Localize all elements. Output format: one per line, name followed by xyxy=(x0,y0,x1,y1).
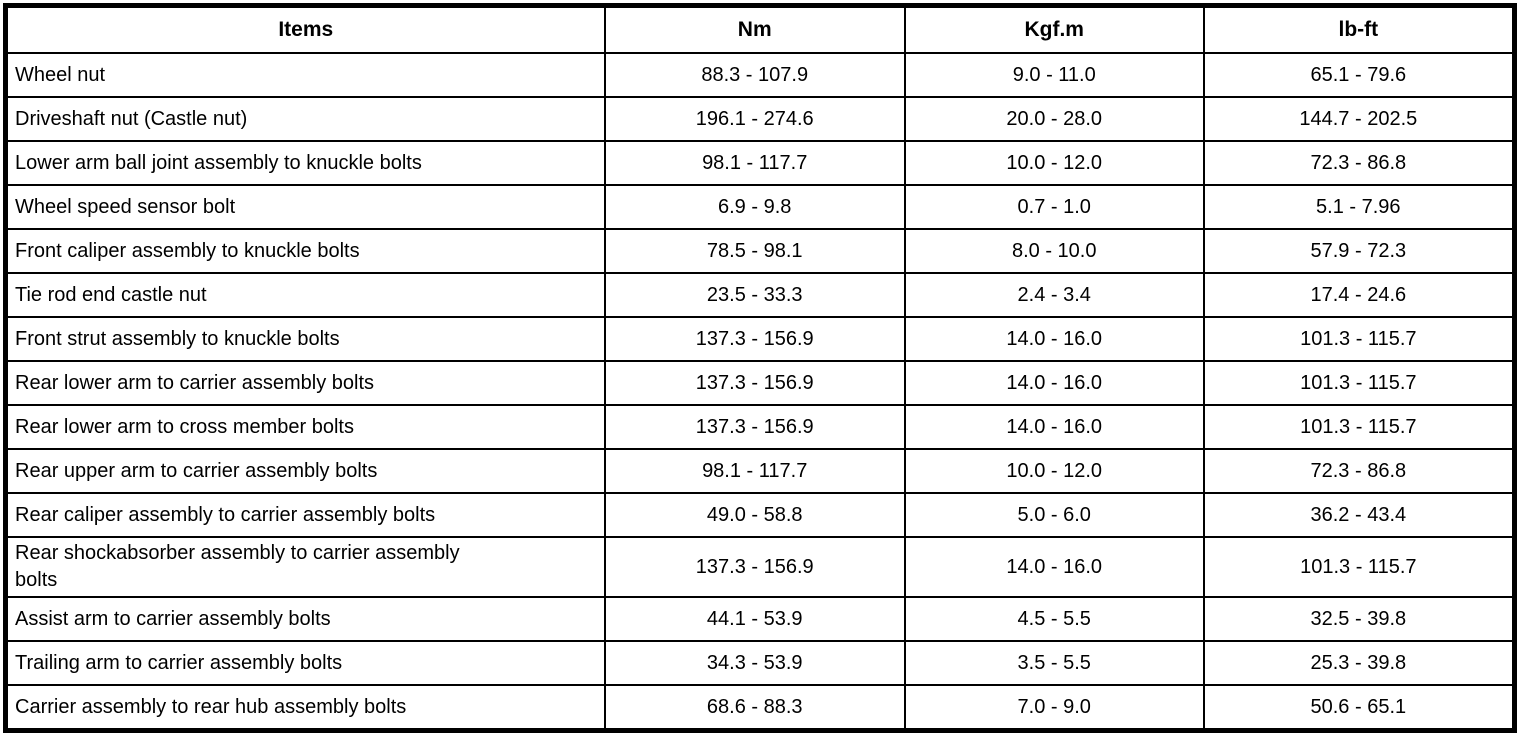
lbft-cell: 57.9 - 72.3 xyxy=(1202,228,1516,274)
item-label: Rear caliper assembly to carrier assembl… xyxy=(15,503,436,526)
lbft-cell: 17.4 - 24.6 xyxy=(1202,272,1516,318)
item-label: Lower arm ball joint assembly to knuckle… xyxy=(15,151,422,174)
nm-cell: 137.3 - 156.9 xyxy=(603,404,906,450)
table-row: Rear lower arm to carrier assembly bolts… xyxy=(4,360,1516,406)
lbft-cell: 72.3 - 86.8 xyxy=(1202,448,1516,494)
kgfm-cell: 14.0 - 16.0 xyxy=(903,536,1205,598)
table-row: Driveshaft nut (Castle nut) 196.1 - 274.6… xyxy=(4,96,1516,142)
item-cell: Rear upper arm to carrier assembly bolts xyxy=(4,448,606,494)
kgfm-cell: 10.0 - 12.0 xyxy=(903,140,1205,186)
table-row: Rear lower arm to cross member bolts 137.… xyxy=(4,404,1516,450)
item-cell: Rear shockabsorber assembly to carrier a… xyxy=(4,536,606,598)
item-cell: Trailing arm to carrier assembly bolts xyxy=(4,640,606,686)
table-row: Wheel speed sensor bolt 6.9 - 9.8 0.7 - 1.… xyxy=(4,184,1516,230)
item-cell: Rear caliper assembly to carrier assembl… xyxy=(4,492,606,538)
lbft-cell: 101.3 - 115.7 xyxy=(1202,536,1516,598)
kgfm-cell: 14.0 - 16.0 xyxy=(903,404,1205,450)
nm-cell: 78.5 - 98.1 xyxy=(603,228,906,274)
item-label: Trailing arm to carrier assembly bolts xyxy=(15,651,343,674)
nm-cell: 88.3 - 107.9 xyxy=(603,52,906,98)
table-row: Lower arm ball joint assembly to knuckle… xyxy=(4,140,1516,186)
kgfm-cell: 14.0 - 16.0 xyxy=(903,316,1205,362)
table-row: Front caliper assembly to knuckle bolts 7… xyxy=(4,228,1516,274)
item-cell: Assist arm to carrier assembly bolts xyxy=(4,596,606,642)
kgfm-cell: 7.0 - 9.0 xyxy=(903,684,1205,732)
lbft-cell: 101.3 - 115.7 xyxy=(1202,360,1516,406)
item-cell: Carrier assembly to rear hub assembly bo… xyxy=(4,684,606,732)
kgfm-cell: 9.0 - 11.0 xyxy=(903,52,1205,98)
table-row: Rear caliper assembly to carrier assembl… xyxy=(4,492,1516,538)
table-row: Rear upper arm to carrier assembly bolts… xyxy=(4,448,1516,494)
nm-cell: 98.1 - 117.7 xyxy=(603,140,906,186)
item-label: Wheel speed sensor bolt xyxy=(15,195,236,218)
nm-cell: 6.9 - 9.8 xyxy=(603,184,906,230)
item-cell: Driveshaft nut (Castle nut) xyxy=(4,96,606,142)
item-cell: Wheel speed sensor bolt xyxy=(4,184,606,230)
item-cell: Rear lower arm to cross member bolts xyxy=(4,404,606,450)
lbft-cell: 36.2 - 43.4 xyxy=(1202,492,1516,538)
item-cell: Tie rod end castle nut xyxy=(4,272,606,318)
kgfm-cell: 5.0 - 6.0 xyxy=(903,492,1205,538)
kgfm-cell: 10.0 - 12.0 xyxy=(903,448,1205,494)
nm-cell: 137.3 - 156.9 xyxy=(603,316,906,362)
kgfm-cell: 20.0 - 28.0 xyxy=(903,96,1205,142)
table-row: Wheel nut 88.3 - 107.9 9.0 - 11.0 65.1 - 79… xyxy=(4,52,1516,98)
item-label: Front strut assembly to knuckle bolts xyxy=(15,327,340,350)
col-header-items: Items xyxy=(4,4,606,54)
col-header-nm: Nm xyxy=(603,4,906,54)
item-label: Tie rod end castle nut xyxy=(15,283,207,306)
lbft-cell: 32.5 - 39.8 xyxy=(1202,596,1516,642)
nm-cell: 98.1 - 117.7 xyxy=(603,448,906,494)
col-header-kgfm: Kgf.m xyxy=(903,4,1205,54)
kgfm-cell: 8.0 - 10.0 xyxy=(903,228,1205,274)
item-cell: Front strut assembly to knuckle bolts xyxy=(4,316,606,362)
item-label: Front caliper assembly to knuckle bolts xyxy=(15,239,360,262)
col-header-lbft: lb-ft xyxy=(1202,4,1516,54)
item-cell: Wheel nut xyxy=(4,52,606,98)
kgfm-cell: 2.4 - 3.4 xyxy=(903,272,1205,318)
table-row: Rear shockabsorber assembly to carrier a… xyxy=(4,536,1516,598)
item-label: Rear shockabsorber assembly to carrier a… xyxy=(15,542,460,591)
torque-spec-table: Items Nm Kgf.m lb-ft Wheel nut 88.3 - 107… xyxy=(3,3,1517,733)
lbft-cell: 101.3 - 115.7 xyxy=(1202,316,1516,362)
nm-cell: 137.3 - 156.9 xyxy=(603,360,906,406)
lbft-cell: 5.1 - 7.96 xyxy=(1202,184,1516,230)
kgfm-cell: 3.5 - 5.5 xyxy=(903,640,1205,686)
table-row: Carrier assembly to rear hub assembly bo… xyxy=(4,684,1516,732)
nm-cell: 23.5 - 33.3 xyxy=(603,272,906,318)
table-row: Tie rod end castle nut 23.5 - 33.3 2.4 - 3… xyxy=(4,272,1516,318)
kgfm-cell: 14.0 - 16.0 xyxy=(903,360,1205,406)
lbft-cell: 144.7 - 202.5 xyxy=(1202,96,1516,142)
nm-cell: 34.3 - 53.9 xyxy=(603,640,906,686)
table-row: Trailing arm to carrier assembly bolts 34… xyxy=(4,640,1516,686)
item-label: Rear lower arm to carrier assembly bolts xyxy=(15,371,374,394)
nm-cell: 44.1 - 53.9 xyxy=(603,596,906,642)
item-label: Driveshaft nut (Castle nut) xyxy=(15,107,248,130)
nm-cell: 196.1 - 274.6 xyxy=(603,96,906,142)
nm-cell: 49.0 - 58.8 xyxy=(603,492,906,538)
item-cell: Front caliper assembly to knuckle bolts xyxy=(4,228,606,274)
lbft-cell: 72.3 - 86.8 xyxy=(1202,140,1516,186)
item-label: Rear upper arm to carrier assembly bolts xyxy=(15,459,378,482)
item-label: Rear lower arm to cross member bolts xyxy=(15,415,354,438)
nm-cell: 68.6 - 88.3 xyxy=(603,684,906,732)
item-cell: Lower arm ball joint assembly to knuckle… xyxy=(4,140,606,186)
lbft-cell: 50.6 - 65.1 xyxy=(1202,684,1516,732)
table-row: Front strut assembly to knuckle bolts 137… xyxy=(4,316,1516,362)
item-label: Wheel nut xyxy=(15,63,106,86)
lbft-cell: 65.1 - 79.6 xyxy=(1202,52,1516,98)
item-cell: Rear lower arm to carrier assembly bolts xyxy=(4,360,606,406)
kgfm-cell: 4.5 - 5.5 xyxy=(903,596,1205,642)
table-row: Assist arm to carrier assembly bolts 44.1… xyxy=(4,596,1516,642)
kgfm-cell: 0.7 - 1.0 xyxy=(903,184,1205,230)
nm-cell: 137.3 - 156.9 xyxy=(603,536,906,598)
header-row: Items Nm Kgf.m lb-ft xyxy=(4,4,1516,54)
lbft-cell: 25.3 - 39.8 xyxy=(1202,640,1516,686)
lbft-cell: 101.3 - 115.7 xyxy=(1202,404,1516,450)
item-label: Carrier assembly to rear hub assembly bo… xyxy=(15,695,407,718)
item-label: Assist arm to carrier assembly bolts xyxy=(15,607,331,630)
